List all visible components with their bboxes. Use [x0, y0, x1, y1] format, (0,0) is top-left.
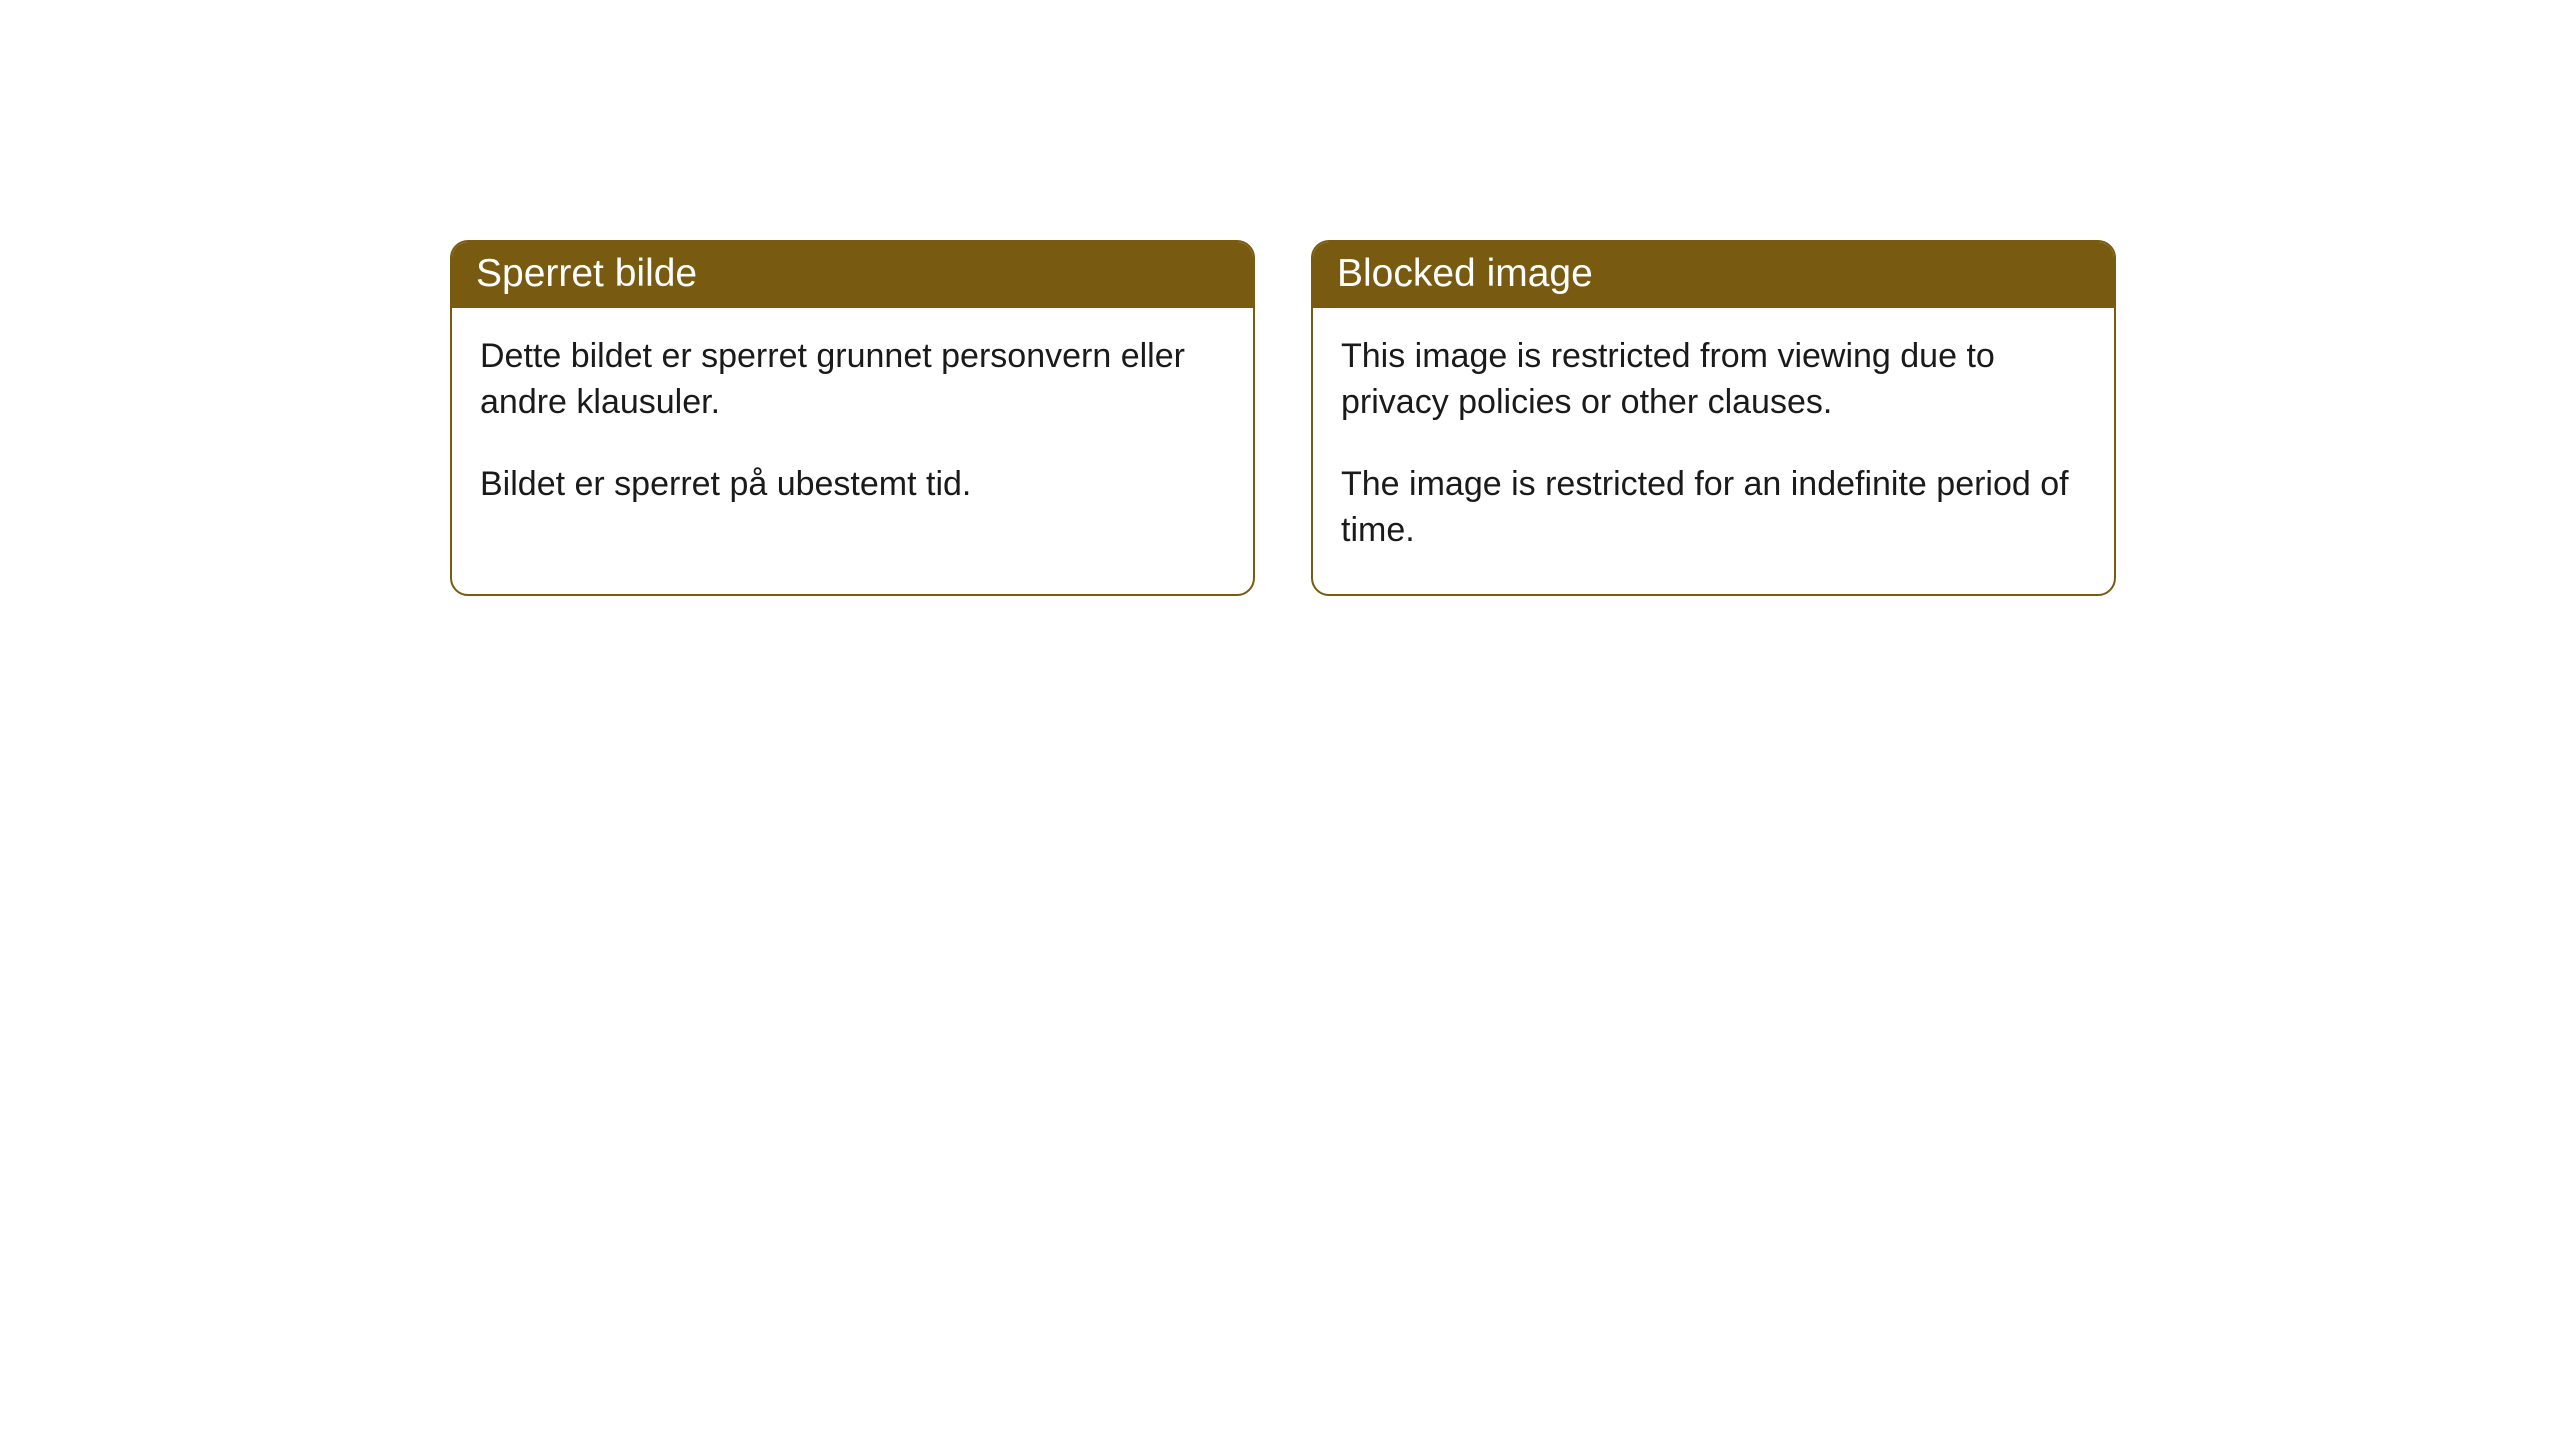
card-paragraph: Bildet er sperret på ubestemt tid.	[480, 462, 1225, 508]
card-paragraph: Dette bildet er sperret grunnet personve…	[480, 334, 1225, 426]
card-title: Sperret bilde	[452, 242, 1253, 308]
card-paragraph: The image is restricted for an indefinit…	[1341, 462, 2086, 554]
card-body: This image is restricted from viewing du…	[1313, 308, 2114, 594]
card-paragraph: This image is restricted from viewing du…	[1341, 334, 2086, 426]
notice-card-norwegian: Sperret bilde Dette bildet er sperret gr…	[450, 240, 1255, 596]
card-body: Dette bildet er sperret grunnet personve…	[452, 308, 1253, 548]
notice-card-english: Blocked image This image is restricted f…	[1311, 240, 2116, 596]
notice-cards-container: Sperret bilde Dette bildet er sperret gr…	[0, 0, 2560, 596]
card-title: Blocked image	[1313, 242, 2114, 308]
